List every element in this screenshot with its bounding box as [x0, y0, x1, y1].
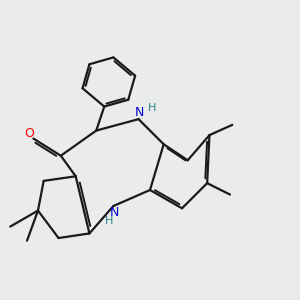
Text: N: N	[135, 106, 144, 119]
Text: N: N	[110, 206, 119, 219]
Text: H: H	[148, 103, 157, 113]
Text: H: H	[105, 216, 113, 226]
Text: O: O	[24, 128, 34, 140]
